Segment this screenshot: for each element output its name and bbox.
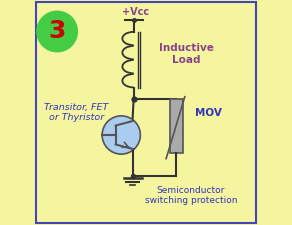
Text: Transitor, FET
or Thyristor: Transitor, FET or Thyristor: [44, 103, 108, 122]
Circle shape: [102, 116, 140, 154]
Text: MOV: MOV: [196, 108, 223, 117]
Text: Semiconductor
switching protection: Semiconductor switching protection: [145, 186, 237, 205]
Circle shape: [37, 11, 77, 52]
Text: Inductive
Load: Inductive Load: [159, 43, 214, 65]
Text: +Vcc: +Vcc: [122, 7, 150, 17]
Bar: [170, 99, 182, 153]
Text: 3: 3: [48, 20, 66, 43]
